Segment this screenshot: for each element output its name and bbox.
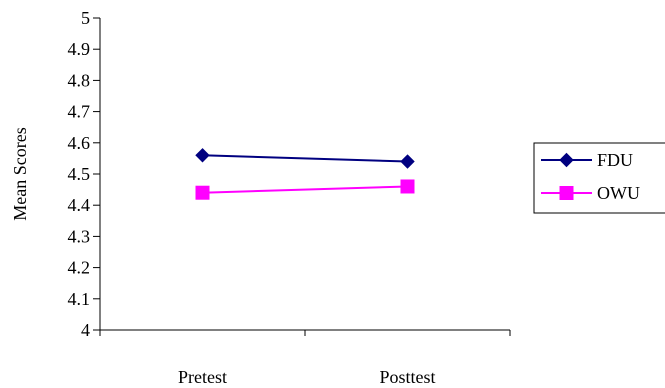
data-point-fdu — [195, 148, 210, 163]
y-tick-label: 4.1 — [68, 289, 91, 309]
y-tick-label: 4.4 — [68, 195, 91, 215]
x-ticks: Pretest Posttest — [99, 330, 511, 387]
series-line-fdu — [202, 154, 408, 163]
y-tick-label: 4.5 — [68, 164, 91, 184]
y-tick-label: 4.9 — [68, 39, 91, 59]
legend-marker-fdu — [559, 152, 574, 168]
y-tick-label: 4.6 — [68, 133, 91, 153]
y-ticks: 4 4.1 4.2 4.3 4.4 4.5 4.6 4.7 4.8 4.9 5 — [68, 8, 100, 340]
y-tick-label: 4 — [81, 320, 90, 340]
legend-box — [533, 142, 665, 214]
legend-marker-owu — [559, 186, 574, 200]
legend-label-fdu: FDU — [597, 150, 633, 170]
y-tick-label: 4.3 — [68, 226, 91, 246]
data-point-owu — [400, 179, 415, 194]
y-axis: 4 4.1 4.2 4.3 4.4 4.5 4.6 4.7 4.8 4.9 5 — [68, 8, 101, 340]
legend-label-owu: OWU — [597, 183, 640, 203]
x-axis: Pretest Posttest — [99, 329, 511, 387]
y-tick-label: 4.2 — [68, 258, 91, 278]
legend-items: FDU OWU — [541, 150, 640, 203]
y-axis-title: Mean Scores — [10, 127, 30, 220]
legend: FDU OWU — [533, 142, 665, 214]
series-layer — [195, 148, 415, 200]
y-tick-label: 4.8 — [68, 70, 91, 90]
x-tick-label: Posttest — [379, 367, 435, 387]
data-point-owu — [195, 185, 210, 200]
data-point-fdu — [400, 154, 415, 169]
y-tick-label: 4.7 — [68, 102, 91, 122]
x-tick-label: Pretest — [178, 367, 227, 387]
series-line-owu — [202, 185, 408, 194]
y-tick-label: 5 — [81, 8, 90, 28]
